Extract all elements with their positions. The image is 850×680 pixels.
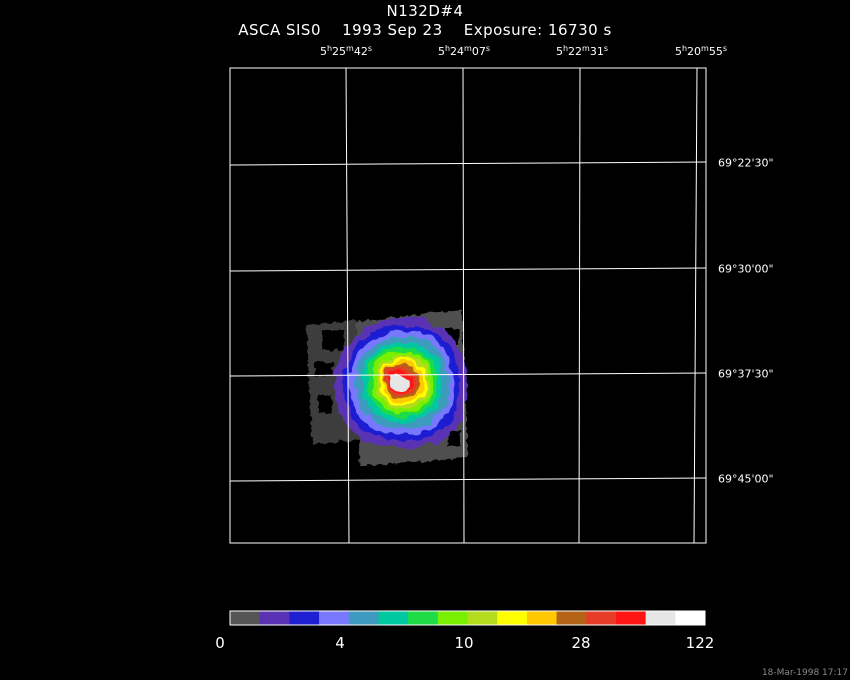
colorbar-swatch [467,611,498,625]
timestamp: 18-Mar-1998 17:17 [761,668,848,678]
colorbar-swatch [259,611,290,625]
dec-label-2: 69°30'00" [718,262,774,276]
image-title: N132D#4 [386,2,464,20]
colorbar-swatch [437,611,468,625]
coordinate-grid [229,67,707,544]
colorbar-swatch [586,611,617,625]
dec-label-3: 69°37'30" [718,367,774,381]
colorbar-swatch [319,611,350,625]
ra-label-1: 5h25m42s [319,44,373,59]
colorbar-tick-0: 0 [215,634,225,652]
colorbar-swatch [675,611,706,625]
colorbar-tick-2: 10 [454,634,474,652]
ra-label-2: 5h24m07s [437,44,491,59]
dec-label-1: 69°22'30" [718,156,774,170]
colorbar-swatch [615,611,647,625]
colorbar-swatch [408,611,439,625]
ra-label-4: 5h20m55s [674,44,728,59]
colorbar-swatch [348,611,379,625]
colorbar-swatch [497,611,528,625]
colorbar-tick-4: 122 [685,634,715,652]
colorbar-swatch [378,611,409,625]
dec-label-4: 69°45'00" [718,472,774,486]
colorbar-tick-1: 4 [335,634,345,652]
colorbar-swatch [526,611,558,625]
image-subtitle: ASCA SIS0 1993 Sep 23 Exposure: 16730 s [238,21,612,39]
colorbar-swatch [289,611,320,625]
color-bar [230,611,706,625]
colorbar-tick-3: 28 [571,634,591,652]
colorbar-swatch [556,611,587,625]
plot-frame [229,67,707,544]
color-bar-frame [229,610,706,626]
colorbar-swatch [230,611,261,625]
colorbar-swatch [645,611,676,625]
xray-source [334,318,468,448]
ra-label-3: 5h22m31s [555,44,609,59]
